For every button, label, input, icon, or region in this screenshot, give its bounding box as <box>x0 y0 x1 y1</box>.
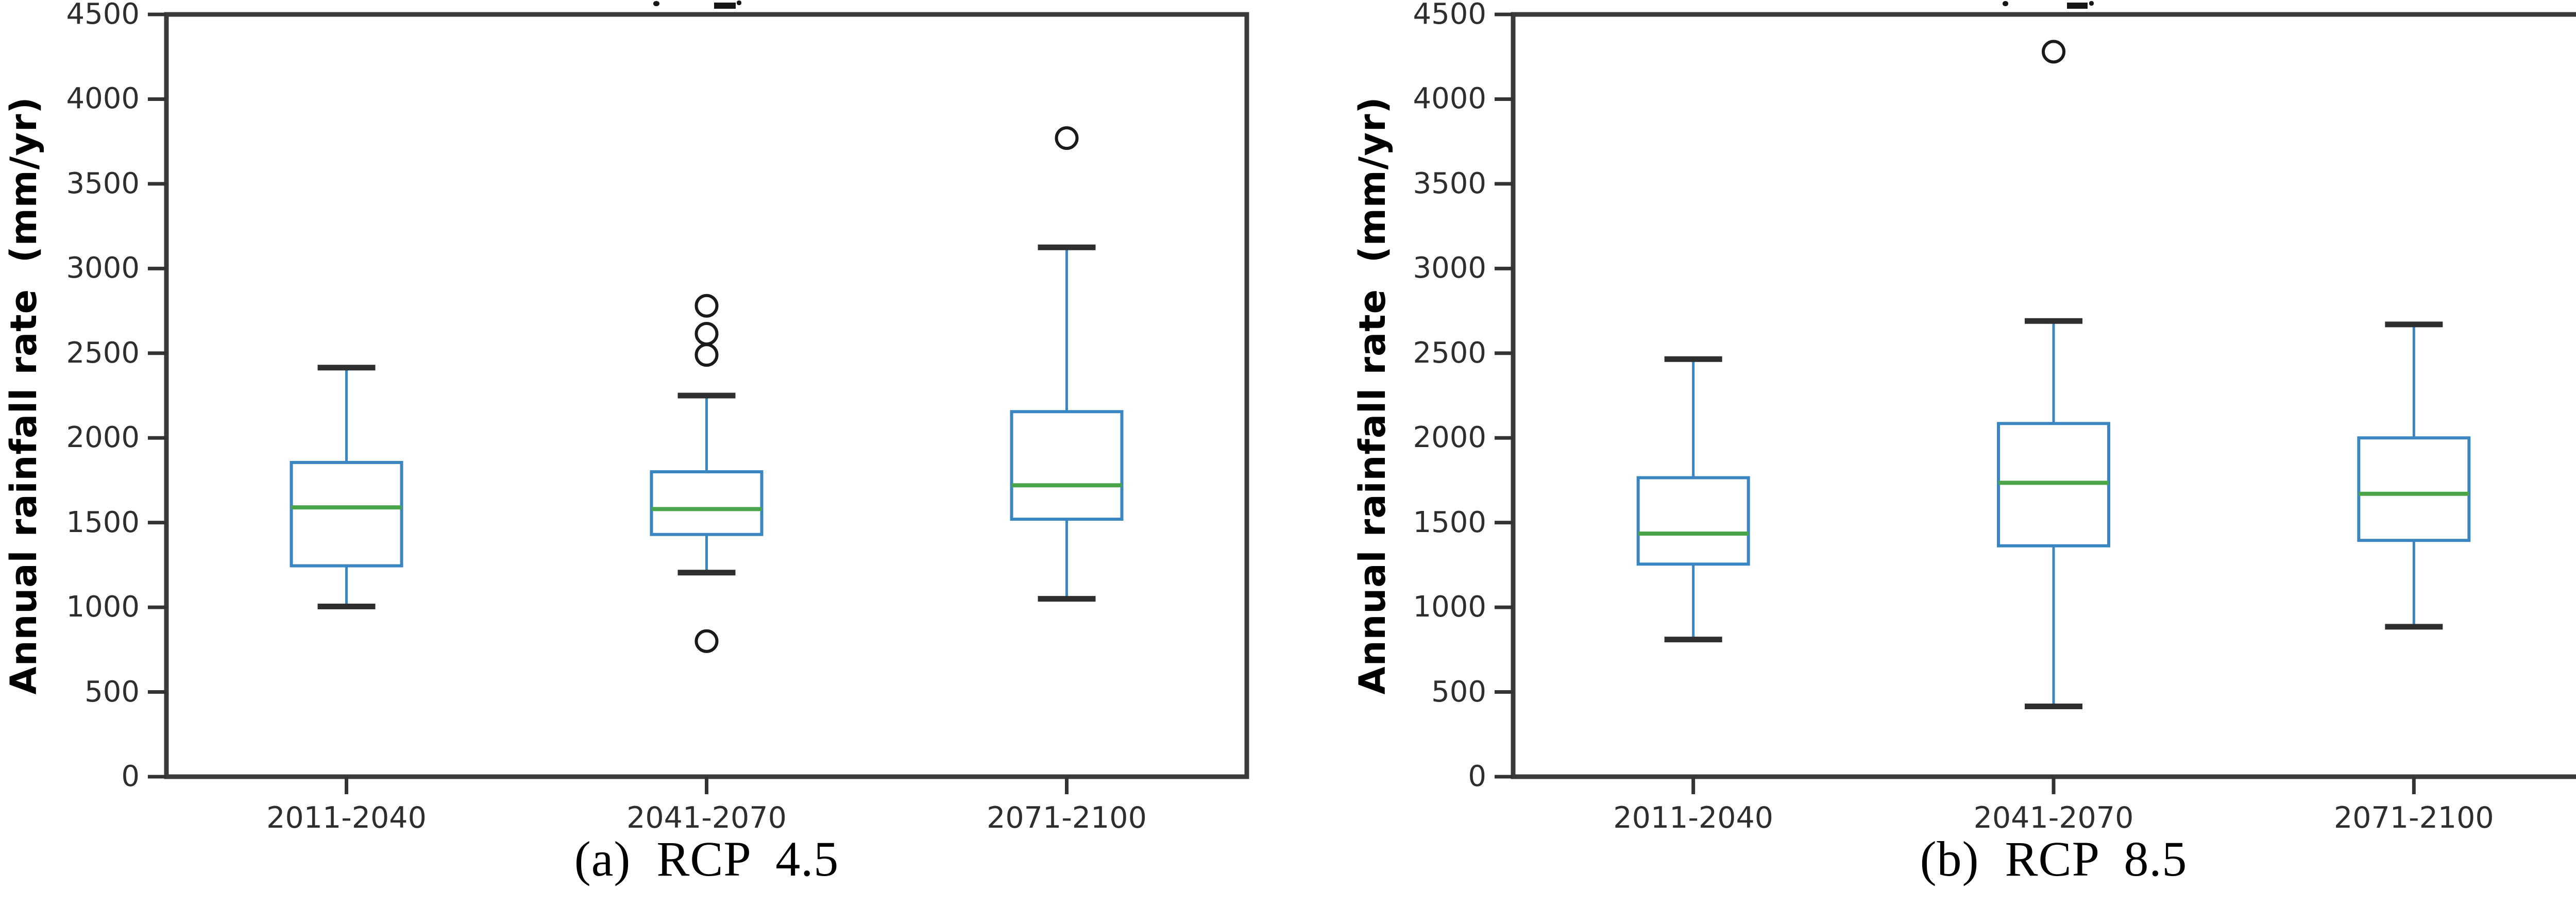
y-axis-title: Annual rainfall rate (mm/yr) <box>1351 96 1394 695</box>
outlier-point <box>694 321 719 346</box>
plot-border <box>1511 12 2576 779</box>
y-tick-label: 4000 <box>66 82 140 116</box>
x-tick-label: 2041-2070 <box>626 801 787 835</box>
y-tick-label: 0 <box>121 760 140 793</box>
y-tick-label: 2500 <box>66 336 140 370</box>
iqr-box <box>2357 436 2471 542</box>
x-tick-label: 2011-2040 <box>1613 801 1774 835</box>
iqr-box <box>1636 476 1750 566</box>
chart-caption: (a) RCP 4.5 <box>574 831 839 886</box>
outlier-point <box>694 629 719 653</box>
y-tick-label: 2000 <box>66 421 140 455</box>
outlier-point <box>694 294 719 318</box>
y-tick-label: 500 <box>84 675 140 709</box>
outlier-point <box>1055 126 1079 150</box>
y-tick-label: 500 <box>1431 675 1486 709</box>
cropped-title-fragment <box>2067 3 2088 9</box>
iqr-box <box>1010 410 1124 521</box>
y-tick-label: 3000 <box>66 251 140 285</box>
y-axis-title: Annual rainfall rate (mm/yr) <box>3 96 45 695</box>
y-tick-label: 3000 <box>1413 251 1486 285</box>
y-tick-label: 1500 <box>1413 505 1486 539</box>
cropped-title-fragment <box>2003 1 2008 6</box>
x-tick-label: 2071-2100 <box>2333 801 2494 835</box>
y-tick-label: 2500 <box>1413 336 1486 370</box>
cropped-title-fragment <box>737 1 741 5</box>
y-tick-label: 4000 <box>1413 82 1486 116</box>
y-tick-label: 3500 <box>66 166 140 200</box>
iqr-box <box>290 460 403 568</box>
cropped-title-fragment <box>653 1 659 6</box>
x-tick-label: 2071-2100 <box>987 801 1147 835</box>
y-tick-label: 3500 <box>1413 166 1486 200</box>
cropped-title-fragment <box>714 3 736 9</box>
outlier-point <box>2042 40 2065 64</box>
x-tick-label: 2041-2070 <box>1973 801 2134 835</box>
cropped-title-fragment <box>2089 1 2094 6</box>
y-tick-label: 0 <box>1468 760 1486 793</box>
y-tick-label: 4500 <box>1413 0 1486 31</box>
y-tick-label: 2000 <box>1413 421 1486 455</box>
iqr-box <box>650 470 764 536</box>
y-tick-label: 4500 <box>66 0 140 31</box>
y-tick-label: 1500 <box>66 505 140 539</box>
outlier-point <box>694 343 719 367</box>
x-tick-label: 2011-2040 <box>266 801 427 835</box>
chart-caption: (b) RCP 8.5 <box>1920 831 2188 886</box>
y-tick-label: 1000 <box>66 590 140 624</box>
y-tick-label: 1000 <box>1413 590 1486 624</box>
